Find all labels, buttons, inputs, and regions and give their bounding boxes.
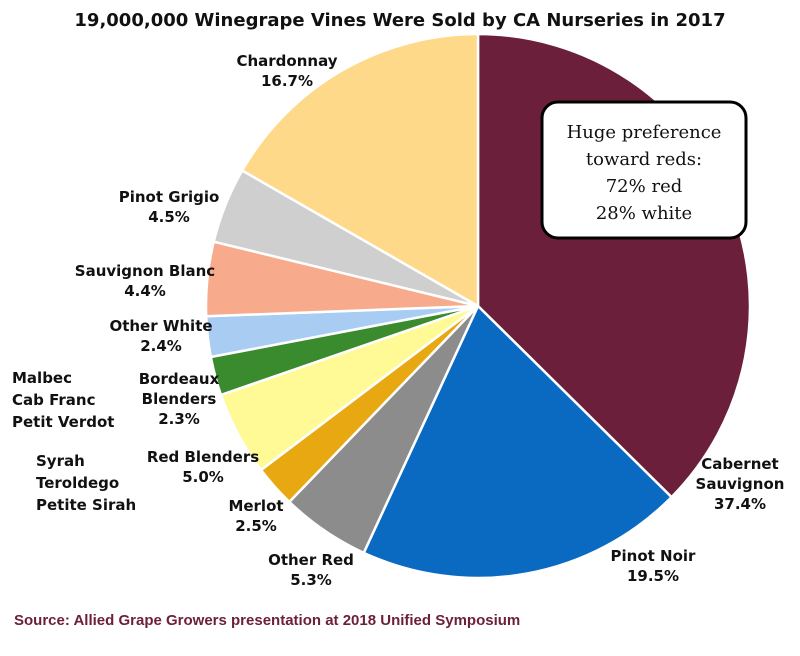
group-notes: Malbec Cab Franc Petit Verdot Syrah Teroldeg… — [12, 369, 136, 514]
label-chardonnay: Chardonnay 16.7% — [236, 52, 337, 90]
callout-text: Huge preference toward reds: 72% red 28% wh… — [567, 122, 722, 224]
source-note: Source: Allied Grape Growers presentatio… — [14, 612, 520, 629]
label-merlot: Merlot 2.5% — [228, 497, 283, 535]
group-note-1: Malbec Cab Franc Petit Verdot — [12, 369, 114, 431]
pie-slices — [204, 32, 752, 580]
group-note-2: Syrah Teroldego Petite Sirah — [36, 452, 136, 514]
label-cabernet-sauvignon: Cabernet Sauvignon 37.4% — [696, 455, 785, 513]
label-pinot-grigio: Pinot Grigio 4.5% — [119, 188, 220, 226]
label-sauvignon-blanc: Sauvignon Blanc 4.4% — [75, 262, 215, 300]
slice-pinot-noir — [362, 303, 674, 580]
label-pinot-noir: Pinot Noir 19.5% — [611, 547, 697, 585]
chart-title: 19,000,000 Winegrape Vines Were Sold by … — [74, 10, 725, 31]
slice-labels: Cabernet Sauvignon 37.4% Pinot Noir 19.5% Oth… — [75, 52, 785, 589]
label-other-white: Other White 2.4% — [109, 317, 212, 355]
label-bordeaux-blenders: Bordeaux Blenders 2.3% — [139, 370, 220, 428]
label-red-blenders: Red Blenders 5.0% — [147, 448, 259, 486]
label-other-red: Other Red 5.3% — [268, 551, 354, 589]
slice-chardonnay — [240, 32, 480, 309]
callout-box: Huge preference toward reds: 72% red 28% wh… — [540, 100, 748, 240]
